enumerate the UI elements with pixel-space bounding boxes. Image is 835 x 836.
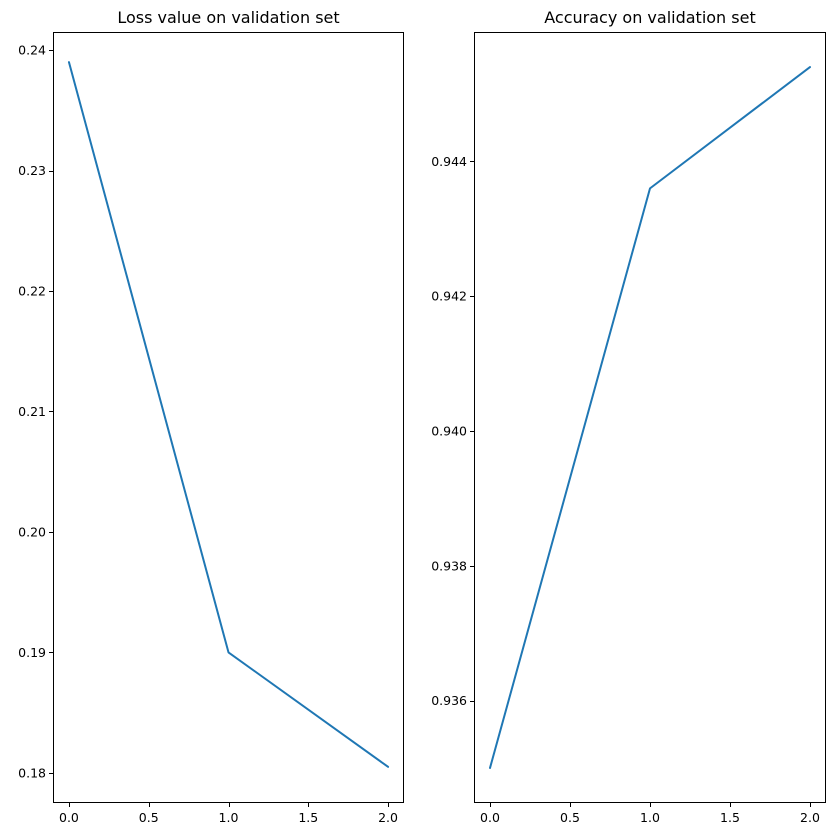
- loss-y-tick-label: 0.24: [18, 43, 46, 58]
- accuracy-x-tick-label: 2.0: [800, 810, 820, 825]
- accuracy-chart-frame: [474, 32, 826, 803]
- loss-x-tick-label: 2.0: [378, 810, 398, 825]
- loss-chart-panel: Loss value on validation set 0.0 0.5 1.0 1.…: [18, 8, 404, 825]
- loss-y-tick-label: 0.23: [18, 163, 46, 178]
- accuracy-chart-panel: Accuracy on validation set 0.0 0.5 1.0 1.5 2…: [431, 8, 826, 825]
- loss-y-tick-label: 0.19: [18, 645, 46, 660]
- loss-y-tick-label: 0.21: [18, 404, 46, 419]
- loss-y-tick-label: 0.22: [18, 284, 46, 299]
- loss-series-line: [67, 61, 390, 768]
- accuracy-y-tick-label: 0.944: [431, 154, 467, 169]
- accuracy-y-tick-label: 0.942: [431, 289, 467, 304]
- accuracy-y-tick-label: 0.940: [431, 423, 467, 438]
- loss-y-tick-label: 0.20: [18, 524, 46, 539]
- accuracy-series-line: [489, 66, 811, 769]
- accuracy-chart-ticks: 0.0 0.5 1.0 1.5 2.0 0.936 0.938 0.940 0.942 0.944: [431, 154, 820, 825]
- loss-chart-title: Loss value on validation set: [117, 8, 339, 27]
- accuracy-x-tick-label: 1.5: [720, 810, 740, 825]
- accuracy-x-tick-label: 1.0: [640, 810, 660, 825]
- loss-chart-frame: [53, 32, 404, 803]
- loss-x-tick-label: 0.5: [139, 810, 159, 825]
- loss-chart-ticks: 0.0 0.5 1.0 1.5 2.0 0.18 0.19 0.20 0.21 0.22 0.23 0…: [18, 43, 398, 825]
- accuracy-x-tick-label: 0.5: [560, 810, 580, 825]
- loss-y-tick-label: 0.18: [18, 765, 46, 780]
- accuracy-x-tick-label: 0.0: [480, 810, 500, 825]
- loss-x-tick-label: 1.0: [219, 810, 239, 825]
- accuracy-y-tick-label: 0.936: [431, 693, 467, 708]
- accuracy-y-tick-label: 0.938: [431, 558, 467, 573]
- accuracy-chart-title: Accuracy on validation set: [544, 8, 755, 27]
- loss-x-tick-label: 0.0: [59, 810, 79, 825]
- loss-x-tick-label: 1.5: [298, 810, 318, 825]
